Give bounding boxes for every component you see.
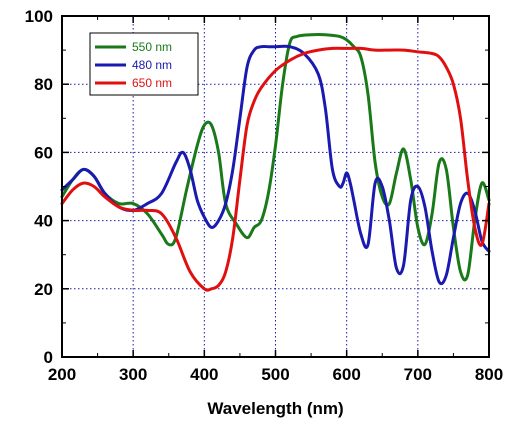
series-line-650-nm bbox=[60, 46, 491, 292]
y-tick-labels: 0 20 40 60 80 100 bbox=[25, 7, 53, 367]
legend-label-480-nm: 480 nm bbox=[132, 58, 172, 72]
x-tick-label: 300 bbox=[119, 365, 147, 384]
x-axis-title: Wavelength (nm) bbox=[207, 399, 343, 418]
legend-label-650-nm: 650 nm bbox=[132, 76, 172, 90]
series-line-550-nm bbox=[60, 33, 491, 282]
series-line-480-nm bbox=[60, 44, 491, 286]
y-tick-label: 60 bbox=[34, 143, 53, 162]
legend: 550 nm 480 nm 650 nm bbox=[89, 32, 199, 96]
y-tick-label: 100 bbox=[25, 7, 53, 26]
x-tick-label: 600 bbox=[332, 365, 360, 384]
legend-label-550-nm: 550 nm bbox=[132, 40, 172, 54]
x-tick-label: 500 bbox=[261, 365, 289, 384]
ticks bbox=[61, 15, 490, 358]
x-tick-label: 400 bbox=[190, 365, 218, 384]
y-tick-label: 20 bbox=[34, 280, 53, 299]
x-tick-labels: 200 300 400 500 600 700 800 bbox=[48, 365, 503, 384]
x-tick-label: 200 bbox=[48, 365, 76, 384]
y-tick-label: 80 bbox=[34, 75, 53, 94]
x-tick-label: 700 bbox=[404, 365, 432, 384]
series-lines bbox=[60, 33, 491, 292]
x-tick-label: 800 bbox=[475, 365, 503, 384]
y-tick-label: 0 bbox=[44, 348, 53, 367]
y-tick-label: 40 bbox=[34, 212, 53, 231]
